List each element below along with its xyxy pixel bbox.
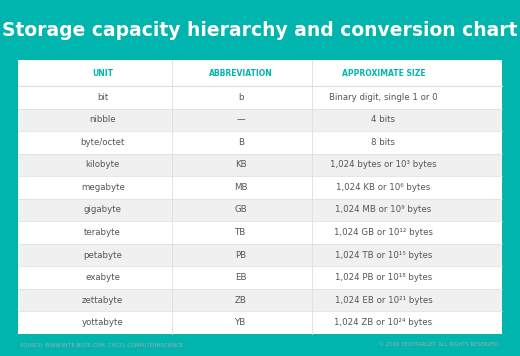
Text: zettabyte: zettabyte <box>82 296 123 305</box>
FancyBboxPatch shape <box>18 60 502 334</box>
Text: terabyte: terabyte <box>84 228 121 237</box>
Text: 1,024 PB or 10¹⁸ bytes: 1,024 PB or 10¹⁸ bytes <box>335 273 432 282</box>
Text: 1,024 KB or 10⁶ bytes: 1,024 KB or 10⁶ bytes <box>336 183 431 192</box>
Text: TB: TB <box>235 228 246 237</box>
FancyBboxPatch shape <box>18 221 502 244</box>
Text: exabyte: exabyte <box>85 273 120 282</box>
FancyBboxPatch shape <box>0 0 520 60</box>
Text: 1,024 ZB or 10²⁴ bytes: 1,024 ZB or 10²⁴ bytes <box>334 318 433 327</box>
Text: MB: MB <box>234 183 248 192</box>
Text: 4 bits: 4 bits <box>371 115 395 124</box>
FancyBboxPatch shape <box>18 109 502 131</box>
Text: YB: YB <box>235 318 246 327</box>
Text: GB: GB <box>235 205 247 215</box>
FancyBboxPatch shape <box>18 154 502 176</box>
Text: ZB: ZB <box>235 296 246 305</box>
FancyBboxPatch shape <box>18 131 502 154</box>
Text: PB: PB <box>235 251 246 260</box>
Text: megabyte: megabyte <box>81 183 125 192</box>
Text: 1,024 bytes or 10³ bytes: 1,024 bytes or 10³ bytes <box>330 161 437 169</box>
Text: ABBREVIATION: ABBREVIATION <box>209 68 272 78</box>
Text: Binary digit, single 1 or 0: Binary digit, single 1 or 0 <box>329 93 438 102</box>
Text: yottabyte: yottabyte <box>82 318 124 327</box>
Text: bit: bit <box>97 93 108 102</box>
Text: SOURCE: WWW.BYTE-NOTE.COM, CISCO, COMPUTERHSCIENCE: SOURCE: WWW.BYTE-NOTE.COM, CISCO, COMPUT… <box>20 342 183 347</box>
Text: © 2019 TECHTARGET. ALL RIGHTS RESERVED.: © 2019 TECHTARGET. ALL RIGHTS RESERVED. <box>379 342 500 347</box>
Text: B: B <box>238 138 244 147</box>
FancyBboxPatch shape <box>18 176 502 199</box>
Text: gigabyte: gigabyte <box>84 205 122 215</box>
Text: petabyte: petabyte <box>83 251 122 260</box>
FancyBboxPatch shape <box>18 289 502 312</box>
Text: nibble: nibble <box>89 115 116 124</box>
Text: 1,024 EB or 10²¹ bytes: 1,024 EB or 10²¹ bytes <box>334 296 432 305</box>
Text: —: — <box>236 115 245 124</box>
Text: b: b <box>238 93 243 102</box>
Text: Storage capacity hierarchy and conversion chart: Storage capacity hierarchy and conversio… <box>2 21 518 40</box>
FancyBboxPatch shape <box>18 60 502 86</box>
Text: byte/octet: byte/octet <box>81 138 125 147</box>
Text: 1,024 MB or 10⁹ bytes: 1,024 MB or 10⁹ bytes <box>335 205 432 215</box>
FancyBboxPatch shape <box>18 199 502 221</box>
Text: 8 bits: 8 bits <box>371 138 395 147</box>
Text: EB: EB <box>235 273 246 282</box>
Text: UNIT: UNIT <box>92 68 113 78</box>
FancyBboxPatch shape <box>18 244 502 266</box>
Text: APPROXIMATE SIZE: APPROXIMATE SIZE <box>342 68 425 78</box>
FancyBboxPatch shape <box>18 266 502 289</box>
Text: 1,024 TB or 10¹⁵ bytes: 1,024 TB or 10¹⁵ bytes <box>335 251 432 260</box>
Text: kilobyte: kilobyte <box>85 161 120 169</box>
Text: KB: KB <box>235 161 246 169</box>
FancyBboxPatch shape <box>18 312 502 334</box>
FancyBboxPatch shape <box>18 86 502 109</box>
Text: 1,024 GB or 10¹² bytes: 1,024 GB or 10¹² bytes <box>334 228 433 237</box>
